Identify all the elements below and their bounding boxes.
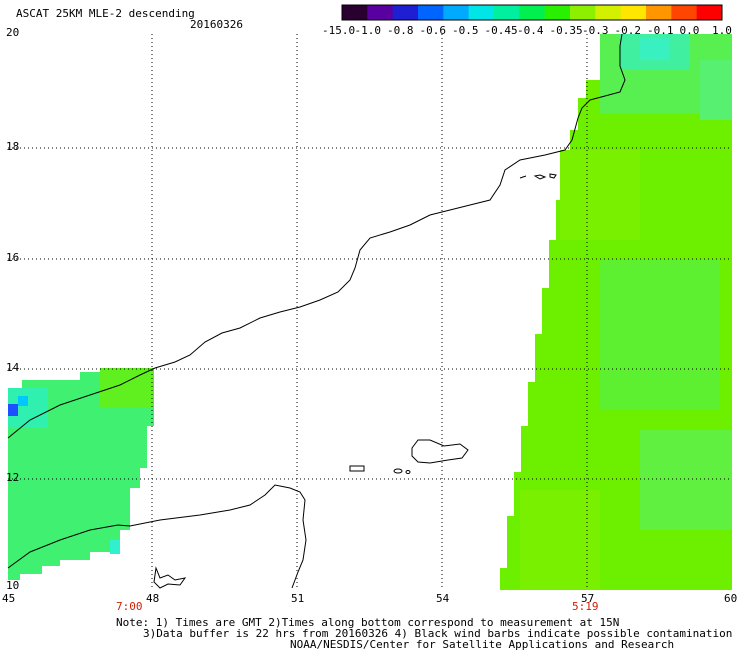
footer-note-1: Note: 1) Times are GMT 2)Times along bot… <box>116 616 620 629</box>
colorbar-tick-label: -0.8 <box>387 24 414 37</box>
colorbar-tick-label: -0.5 <box>452 24 479 37</box>
colorbar-swatch <box>620 5 647 20</box>
chart-date: 20160326 <box>190 18 243 31</box>
colorbar-tick-label: -0.3 <box>582 24 609 37</box>
graticule <box>8 34 732 590</box>
lat-label-20: 20 <box>6 26 20 39</box>
colorbar-tick-label: -1.0 <box>354 24 382 37</box>
lon-label-48: 48 <box>146 592 160 605</box>
lon-label-54: 54 <box>436 592 450 605</box>
colorbar-tick-label: -0.6 <box>419 24 447 37</box>
colorbar-swatch <box>418 5 444 20</box>
islands-kuria-muria <box>519 173 557 180</box>
island-socotra <box>411 439 469 464</box>
colorbar-swatch <box>342 5 368 20</box>
colorbar-swatch <box>696 5 723 20</box>
lon-label-57: 57 <box>581 592 595 605</box>
time-label-48: 7:00 <box>116 600 143 613</box>
chart-title: ASCAT 25KM MLE-2 descending <box>16 7 195 20</box>
colorbar-tick-label: -0.4 <box>517 24 544 37</box>
lat-label-10: 10 <box>6 579 20 592</box>
coastline-arabia <box>7 484 307 589</box>
colorbar-swatch <box>468 5 495 20</box>
coastline-somalia <box>7 33 626 439</box>
lat-label-16: 16 <box>6 251 20 264</box>
footer-note-2: 3)Data buffer is 22 hrs from 20160326 4)… <box>143 627 733 640</box>
colorbar-tick-label: 0.0 <box>679 24 700 37</box>
colorbar-tick-label: -0.1 <box>647 24 674 37</box>
colorbar-swatch <box>671 5 698 20</box>
colorbar-frame <box>341 4 723 21</box>
island-abd-al-kuri <box>349 465 365 472</box>
colorbar-tick-label: -0.35 <box>549 24 583 37</box>
colorbar-swatch <box>570 5 596 20</box>
data-swath-west <box>8 368 154 580</box>
colorbar-swatch <box>392 5 419 20</box>
data-swath-east <box>500 34 732 590</box>
colorbar-swatch <box>544 5 571 20</box>
lon-label-60: 60 <box>724 592 738 605</box>
colorbar-swatch <box>367 5 394 20</box>
lat-label-12: 12 <box>6 471 20 484</box>
time-label-57: 5:19 <box>572 600 599 613</box>
coastline-fragment <box>153 566 187 589</box>
colorbar <box>341 4 723 21</box>
colorbar-swatch <box>494 5 520 20</box>
island-small-1 <box>393 468 403 474</box>
colorbar-tick-label: -15.0 <box>322 24 356 37</box>
footer-credit: NOAA/NESDIS/Center for Satellite Applica… <box>290 638 675 651</box>
lat-label-18: 18 <box>6 140 20 153</box>
lon-label-51: 51 <box>291 592 305 605</box>
lon-label-45: 45 <box>2 592 16 605</box>
island-small-2 <box>405 470 411 474</box>
colorbar-tick-label: -0.45 <box>484 24 518 37</box>
colorbar-swatch <box>646 5 672 20</box>
lat-label-14: 14 <box>6 361 20 374</box>
colorbar-swatch <box>595 5 622 20</box>
colorbar-swatch <box>519 5 546 20</box>
colorbar-swatch <box>443 5 470 20</box>
colorbar-tick-label: 1.0 <box>712 24 732 37</box>
colorbar-tick-label: -0.2 <box>614 24 642 37</box>
